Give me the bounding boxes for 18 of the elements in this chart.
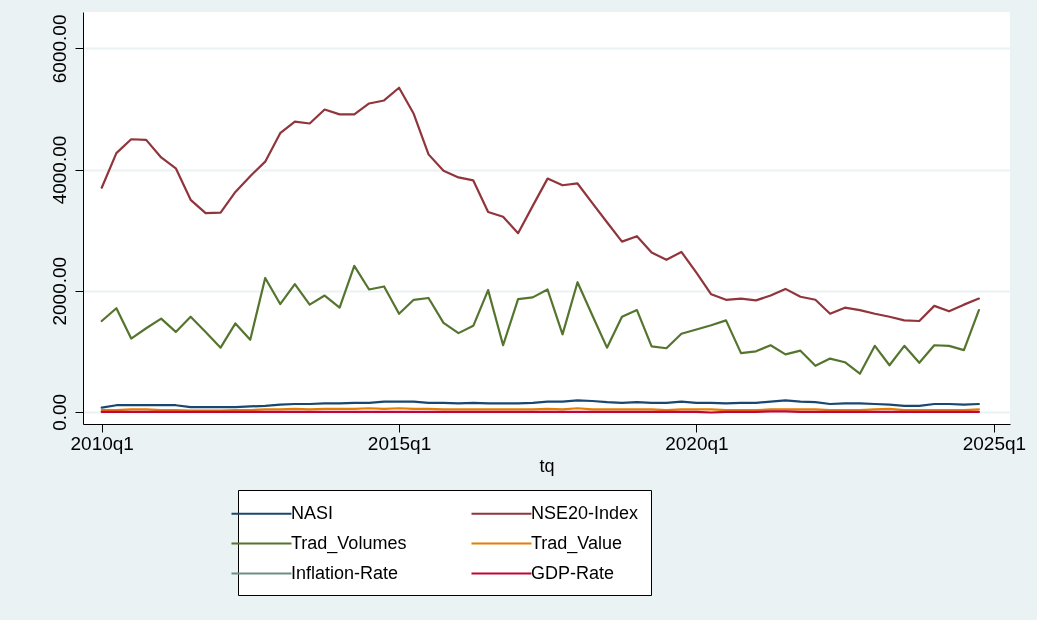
legend-label: NASI — [291, 502, 334, 523]
x-tick-label: 2020q1 — [665, 432, 729, 454]
line-series — [100, 399, 980, 409]
y-tick-label: 6000.00 — [48, 14, 70, 84]
y-tick-label: 2000.00 — [48, 256, 70, 326]
x-tick-label: 2010q1 — [70, 432, 134, 454]
line-series — [100, 86, 980, 323]
legend-label: Inflation-Rate — [291, 562, 399, 583]
x-axis-title: tq — [539, 455, 555, 476]
legend-label: Trad_Volumes — [291, 532, 407, 554]
line-series — [100, 264, 980, 375]
x-tick-label: 2025q1 — [962, 432, 1027, 454]
y-tick-label: 0.00 — [48, 393, 70, 431]
y-tick-label: 4000.00 — [48, 135, 70, 205]
legend-label: NSE20-Index — [531, 502, 639, 523]
x-tick-label: 2015q1 — [367, 432, 432, 454]
legend-label: GDP-Rate — [531, 562, 615, 583]
legend-label: Trad_Value — [531, 532, 623, 554]
